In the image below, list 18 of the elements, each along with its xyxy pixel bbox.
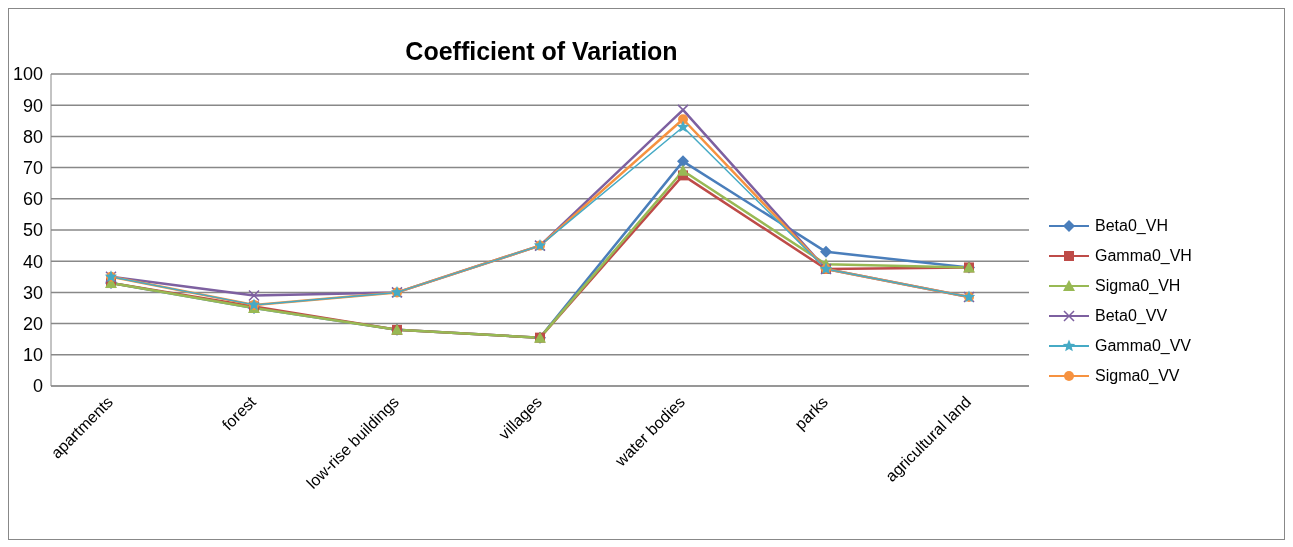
legend-label: Beta0_VH — [1095, 217, 1168, 235]
y-tick-label: 80 — [22, 126, 43, 147]
y-tick-label: 60 — [22, 189, 43, 210]
y-tick-label: 10 — [22, 345, 43, 366]
y-tick-label: 20 — [22, 313, 43, 334]
legend-label: Beta0_VV — [1095, 307, 1168, 325]
y-tick-label: 40 — [22, 251, 43, 272]
legend-label: Gamma0_VH — [1095, 247, 1192, 265]
chart-title: Coefficient of Variation — [404, 37, 679, 66]
y-tick-label: 50 — [22, 220, 43, 241]
y-tick-label: 0 — [32, 376, 43, 397]
legend-label: Sigma0_VH — [1095, 277, 1181, 295]
y-tick-label: 30 — [22, 282, 43, 303]
y-tick-label: 70 — [22, 157, 43, 178]
y-tick-label: 100 — [12, 64, 43, 85]
legend-label: Sigma0_VV — [1095, 367, 1180, 385]
y-tick-label: 90 — [22, 95, 43, 116]
legend-label: Gamma0_VV — [1095, 337, 1192, 355]
